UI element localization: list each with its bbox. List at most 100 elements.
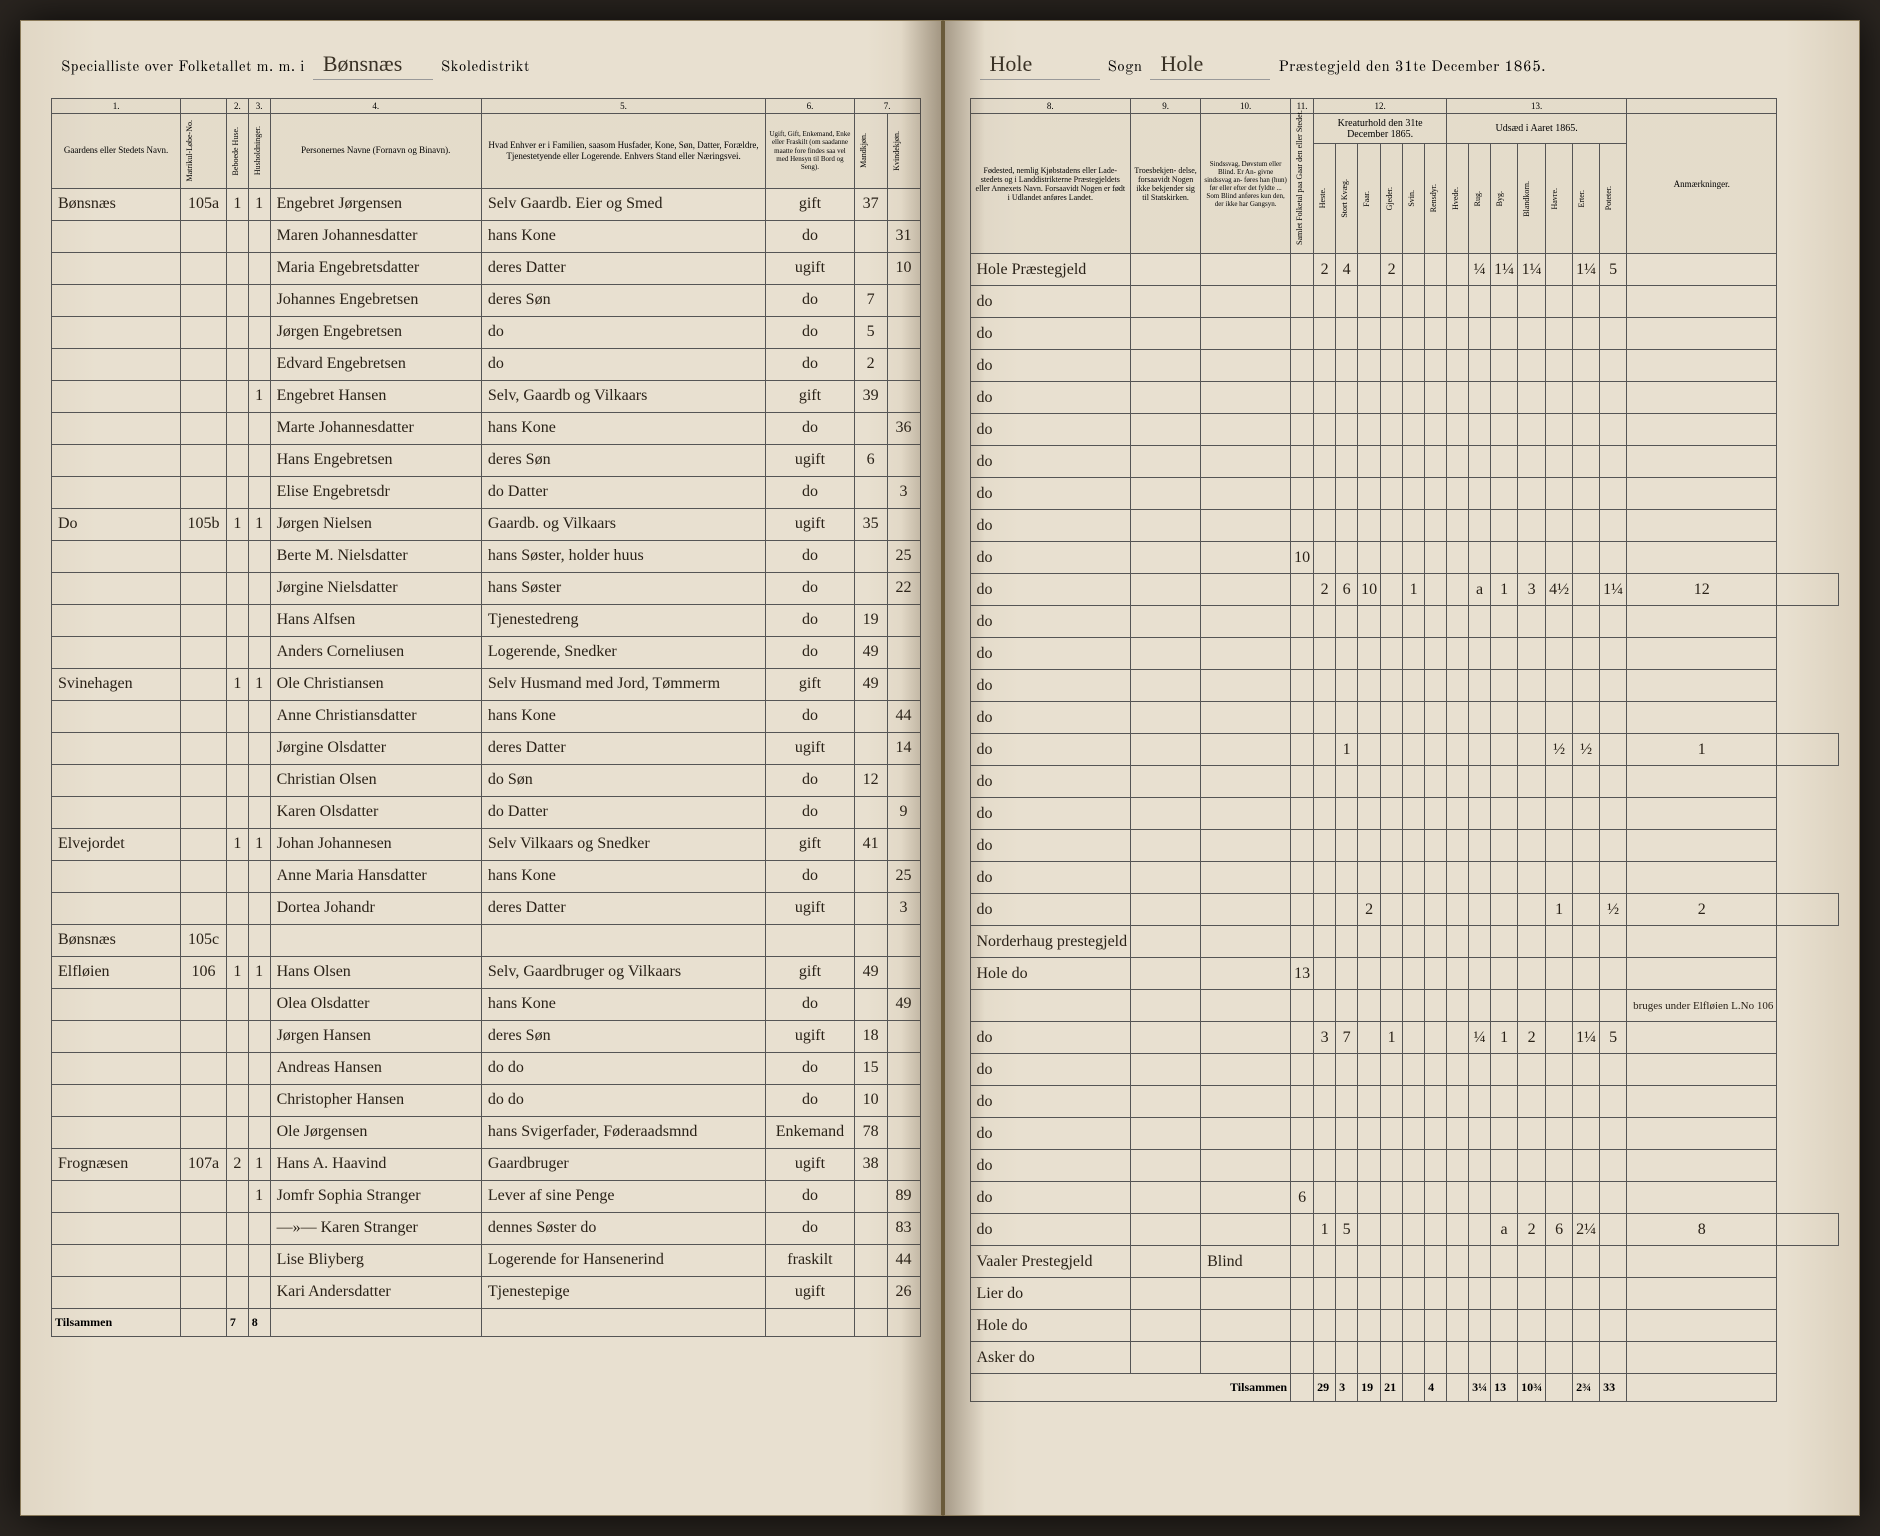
cell-fode: Norderhaug prestegjeld [970, 926, 1131, 958]
cell-ud0 [1447, 894, 1469, 926]
cell-ud6 [1600, 958, 1627, 990]
cell-ud5: 1¼ [1573, 1022, 1600, 1054]
cell-sind [1201, 990, 1291, 1022]
left-table: 1. 2. 3. 4. 5. 6. 7. Gaardens eller Sted… [51, 98, 921, 1337]
cell-ud5: ½ [1573, 734, 1600, 766]
table-row: Andreas Hansendo dodo15 [52, 1052, 921, 1084]
cell-ud7: 1 [1627, 734, 1777, 766]
cell-ud4 [1546, 1022, 1573, 1054]
cell-ud6 [1600, 1278, 1627, 1310]
cell-ud4 [1546, 1342, 1573, 1374]
cell-age-m [854, 732, 887, 764]
fud3: 10¾ [1518, 1374, 1546, 1402]
cell-age-m [854, 1212, 887, 1244]
table-row: Jørgine Nielsdatterhans Søsterdo22 [52, 572, 921, 604]
colh-stand: Hvad Enhver er i Familien, saasom Husfad… [481, 114, 765, 189]
cell-age-k [887, 1148, 920, 1180]
table-row: Karen Olsdatterdo Datterdo9 [52, 796, 921, 828]
cell-lobe: 105a [181, 188, 227, 220]
cell-samlet [1291, 734, 1314, 766]
table-row: Jørgen Hansenderes Sønugift18 [52, 1020, 921, 1052]
cell-ud3 [1518, 382, 1546, 414]
cell-ud4 [1546, 318, 1573, 350]
cell-tro [1131, 798, 1201, 830]
cell-kr4 [1403, 894, 1425, 926]
cell-anm [1627, 1022, 1777, 1054]
cell-gaard [52, 1020, 181, 1052]
cell-navn: Edvard Engebretsen [270, 348, 481, 380]
cell-ud4 [1546, 350, 1573, 382]
cell-ud5 [1573, 382, 1600, 414]
cell-age-k [887, 828, 920, 860]
cell-age-m: 10 [854, 1084, 887, 1116]
cell-kr1 [1336, 446, 1358, 478]
cell-huse [226, 604, 248, 636]
cell-sind [1201, 830, 1291, 862]
table-row: Hans Engebretsenderes Sønugift6 [52, 444, 921, 476]
cell-hush [248, 604, 270, 636]
fkr1: 3 [1336, 1374, 1358, 1402]
cell-navn: Elise Engebretsdr [270, 476, 481, 508]
cell-navn: Ole Christiansen [270, 668, 481, 700]
cell-huse: 1 [226, 508, 248, 540]
cell-hush [248, 924, 270, 956]
cell-huse [226, 348, 248, 380]
cell-ud0 [1447, 1310, 1469, 1342]
cell-kr4 [1403, 446, 1425, 478]
cell-kr0 [1314, 638, 1336, 670]
cell-gaard [52, 1244, 181, 1276]
table-row: Elvejordet11Johan JohannesenSelv Vilkaar… [52, 828, 921, 860]
cell-kr5 [1425, 1342, 1447, 1374]
cell-kr0: 1 [1314, 1214, 1336, 1246]
cell-kr1 [1336, 414, 1358, 446]
cell-hush [248, 1084, 270, 1116]
cell-kr0 [1314, 894, 1336, 926]
cell-kr5 [1425, 510, 1447, 542]
cell-kr1 [1336, 478, 1358, 510]
cell-tro [1131, 1278, 1201, 1310]
cell-gift: do [766, 636, 855, 668]
cell-hush [248, 988, 270, 1020]
cell-ud3 [1518, 990, 1546, 1022]
cell-kr3 [1381, 734, 1403, 766]
cell-kr3 [1381, 958, 1403, 990]
cell-ud2 [1491, 478, 1518, 510]
cell-ud0 [1447, 574, 1469, 606]
cell-kr2 [1358, 670, 1381, 702]
cell-anm [1627, 542, 1777, 574]
cell-kr5 [1425, 1022, 1447, 1054]
cell-kr5 [1425, 574, 1447, 606]
cell-fode: Asker do [970, 1342, 1131, 1374]
cell-anm [1627, 1246, 1777, 1278]
cell-ud5 [1573, 798, 1600, 830]
colh-gaard: Gaardens eller Stedets Navn. [52, 114, 181, 189]
cell-kr2 [1358, 478, 1381, 510]
cell-ud6 [1600, 1150, 1627, 1182]
cell-kr5 [1425, 830, 1447, 862]
cell-kr1 [1336, 350, 1358, 382]
cell-sind [1201, 382, 1291, 414]
cell-ud6 [1600, 1246, 1627, 1278]
ud0: Hvede. [1450, 183, 1462, 214]
cell-anm [1627, 1150, 1777, 1182]
ud5: Erter. [1576, 186, 1588, 212]
cell-kr1 [1336, 1342, 1358, 1374]
cell-stand: Logerende for Hansenerind [481, 1244, 765, 1276]
cell-kr4 [1403, 1278, 1425, 1310]
cell-ud5 [1573, 510, 1600, 542]
cell-tro [1131, 734, 1201, 766]
cell-sind [1201, 350, 1291, 382]
cell-ud1 [1469, 734, 1491, 766]
cell-anm [1627, 1086, 1777, 1118]
cell-ud0 [1447, 862, 1469, 894]
cell-gift: do [766, 316, 855, 348]
cell-gaard [52, 1052, 181, 1084]
cell-ud2 [1491, 702, 1518, 734]
cell-age-m: 78 [854, 1116, 887, 1148]
cell-stand: do Datter [481, 476, 765, 508]
table-row: Elfløien10611Hans OlsenSelv, Gaardbruger… [52, 956, 921, 988]
cell-anm [1627, 350, 1777, 382]
cell-age-m [854, 1276, 887, 1308]
cell-sind [1201, 670, 1291, 702]
cell-ud2 [1491, 382, 1518, 414]
